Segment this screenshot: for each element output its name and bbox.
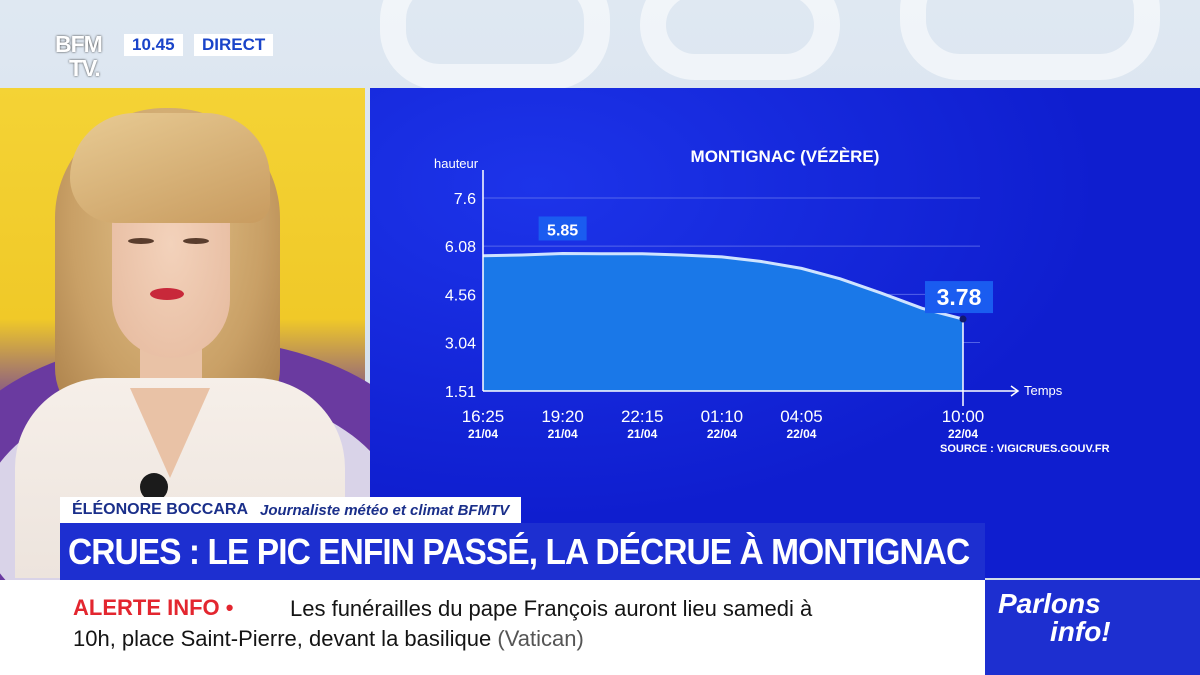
- y-tick-label: 3.04: [445, 336, 476, 353]
- water-level-chart: MONTIGNAC (VÉZÈRE) hauteur 1.51 3.04 4.56 6.0…: [434, 147, 1110, 455]
- data-label-box: [538, 216, 587, 241]
- data-label: 3.78: [937, 284, 982, 310]
- decor-shape: [380, 0, 610, 90]
- logo-text: BFM: [55, 31, 103, 57]
- presenter-role: Journaliste météo et climat BFMTV: [260, 501, 510, 519]
- presenter-eye: [183, 238, 209, 244]
- chart-panel: MONTIGNAC (VÉZÈRE) hauteur 1.51 3.04 4.56 6.0…: [370, 88, 1200, 578]
- presenter-eye: [128, 238, 154, 244]
- headline: CRUES : LE PIC ENFIN PASSÉ, LA DÉCRUE À …: [68, 530, 970, 572]
- x-tick-label: 22:15: [621, 407, 664, 426]
- x-tick-date: 22/04: [786, 427, 816, 441]
- series-line: [482, 251, 964, 321]
- presenter-fringe: [70, 113, 270, 223]
- channel-logo: BFM TV.: [55, 32, 115, 84]
- program-title-line-1: Parlons: [998, 588, 1101, 619]
- clock: 10.45: [124, 34, 183, 56]
- y-tick-label: 1.51: [445, 384, 476, 401]
- program-badge: [985, 580, 1200, 675]
- alert-label: ALERTE INFO •: [73, 595, 234, 620]
- program-title-line-2: info!: [1050, 616, 1111, 647]
- microphone: [140, 473, 168, 501]
- x-tick-label: 04:05: [780, 407, 823, 426]
- ticker-location: (Vatican): [497, 626, 584, 651]
- x-tick-label: 01:10: [701, 407, 744, 426]
- x-tick-date: 22/04: [948, 427, 978, 441]
- ticker-line-2: 10h, place Saint-Pierre, devant la basil…: [73, 624, 584, 654]
- presenter-lips: [150, 288, 184, 300]
- x-tick-date: 21/04: [548, 427, 578, 441]
- decor-shape: [640, 0, 840, 80]
- decor-shape: [900, 0, 1160, 80]
- name-strap: ÉLÉONORE BOCCARA Journaliste météo et cl…: [60, 497, 522, 523]
- ticker-line-2-text: 10h, place Saint-Pierre, devant la basil…: [73, 626, 492, 651]
- presenter-name: ÉLÉONORE BOCCARA: [72, 501, 249, 518]
- x-tick-date: 21/04: [468, 427, 498, 441]
- ticker-line-1: Les funérailles du pape François auront …: [290, 596, 813, 621]
- live-badge: DIRECT: [194, 34, 274, 56]
- series-area: [483, 253, 963, 391]
- x-axis-arrow: [1010, 385, 1020, 397]
- x-tick-label: 10:00: [942, 407, 985, 426]
- x-tick-label: 16:25: [462, 407, 505, 426]
- chart-title: MONTIGNAC (VÉZÈRE): [691, 147, 880, 166]
- logo-text: TV.: [69, 55, 101, 81]
- data-label-box: [925, 281, 993, 314]
- chart-source: SOURCE : VIGICRUES.GOUV.FR: [940, 443, 1110, 455]
- data-point: [959, 315, 967, 323]
- x-tick-date: 21/04: [627, 427, 657, 441]
- y-axis-label: hauteur: [434, 156, 479, 171]
- headline-bar: CRUES : LE PIC ENFIN PASSÉ, LA DÉCRUE À …: [60, 523, 985, 580]
- y-tick-label: 4.56: [445, 287, 476, 304]
- x-tick-date: 22/04: [707, 427, 737, 441]
- news-ticker: [0, 580, 985, 675]
- x-tick-label: 19:20: [541, 407, 584, 426]
- data-label: 5.85: [547, 222, 578, 239]
- y-tick-label: 7.6: [454, 191, 476, 208]
- x-axis-label: Temps: [1024, 383, 1063, 398]
- y-tick-label: 6.08: [445, 239, 476, 256]
